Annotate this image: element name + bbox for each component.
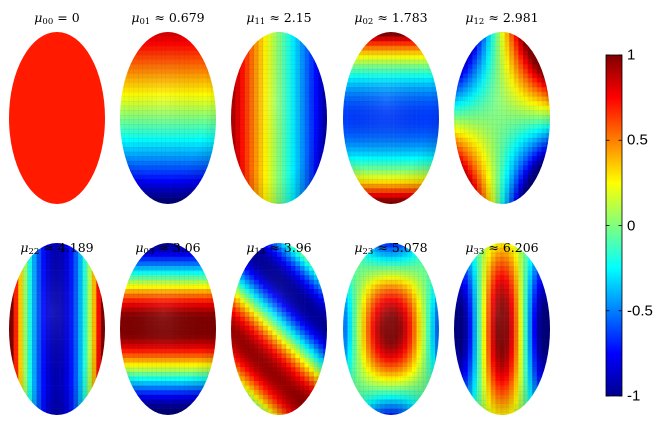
title-symbol: μ (135, 240, 143, 255)
title-symbol: μ (354, 240, 362, 255)
surface-13 (231, 243, 328, 418)
title-subscript: 33 (474, 247, 485, 257)
panel-02 (343, 32, 440, 207)
title-subscript: 03 (143, 247, 154, 257)
title-value: 3.06 (173, 240, 201, 255)
title-symbol: μ (465, 240, 473, 255)
panel-01 (120, 32, 217, 207)
title-subscript: 13 (254, 247, 265, 257)
colorbar-tick-label: -1 (627, 388, 640, 405)
title-value: 4.189 (58, 240, 94, 255)
panel-33 (454, 243, 551, 418)
title-relation: ≈ (43, 240, 53, 255)
panel-title-23: μ23≈5.078 (354, 240, 427, 257)
title-subscript: 11 (254, 17, 265, 27)
title-value: 1.783 (392, 10, 428, 25)
colorbar-tick-label: -0.5 (627, 302, 653, 319)
panel-title-12: μ12≈2.981 (465, 10, 538, 27)
title-relation: ≈ (377, 10, 387, 25)
panel-title-33: μ33≈6.206 (465, 240, 538, 257)
title-subscript: 22 (29, 247, 40, 257)
title-subscript: 23 (363, 247, 374, 257)
colorbar-tick-label: 0.5 (627, 132, 648, 149)
title-relation: ≈ (377, 240, 387, 255)
title-relation: ≈ (154, 10, 164, 25)
colorbar (606, 55, 622, 396)
title-value: 0.679 (169, 10, 205, 25)
panel-title-03: μ03 ≈3.06 (135, 240, 200, 257)
title-relation: ≈ (488, 10, 498, 25)
title-symbol: μ (246, 240, 254, 255)
panel-title-13: μ13 ≈3.96 (246, 240, 311, 257)
panel-11 (231, 32, 328, 207)
title-relation: = (57, 10, 67, 25)
panel-23 (343, 243, 440, 418)
surface-33 (454, 243, 551, 418)
title-value: 0 (72, 10, 80, 25)
panel-title-01: μ01≈0.679 (131, 10, 204, 27)
title-symbol: μ (354, 10, 362, 25)
title-relation: ≈ (269, 10, 279, 25)
title-symbol: μ (246, 10, 254, 25)
title-value: 3.96 (284, 240, 312, 255)
panel-title-22: μ22≈4.189 (20, 240, 93, 257)
panel-03 (120, 243, 217, 418)
surface-22 (9, 243, 106, 418)
title-subscript: 12 (474, 17, 485, 27)
title-value: 2.15 (284, 10, 312, 25)
surface-11 (231, 32, 328, 207)
panel-22 (9, 243, 106, 418)
surface-23 (343, 243, 440, 418)
colorbar-tick-label: 1 (627, 47, 635, 64)
panel-title-02: μ02≈1.783 (354, 10, 427, 27)
title-symbol: μ (465, 10, 473, 25)
panel-title-00: μ00 = 0 (34, 10, 79, 27)
title-subscript: 02 (363, 17, 374, 27)
panel-title-11: μ11 ≈2.15 (246, 10, 311, 27)
surface-01 (120, 32, 217, 207)
title-symbol: μ (34, 10, 42, 25)
title-symbol: μ (20, 240, 28, 255)
title-symbol: μ (131, 10, 139, 25)
surface-03 (120, 243, 217, 418)
surface-12 (454, 32, 551, 207)
title-relation: ≈ (488, 240, 498, 255)
title-subscript: 01 (140, 17, 151, 27)
panel-00 (9, 32, 105, 204)
title-value: 5.078 (392, 240, 428, 255)
panels-layer (9, 32, 551, 418)
title-value: 6.206 (503, 240, 539, 255)
panel-12 (454, 32, 551, 207)
surface-00 (9, 32, 105, 204)
title-value: 2.981 (503, 10, 539, 25)
title-relation: ≈ (158, 240, 168, 255)
panel-13 (231, 243, 328, 418)
surface-02 (343, 32, 440, 207)
colorbar-tick-label: 0 (627, 217, 635, 234)
title-relation: ≈ (269, 240, 279, 255)
title-subscript: 00 (42, 17, 53, 27)
